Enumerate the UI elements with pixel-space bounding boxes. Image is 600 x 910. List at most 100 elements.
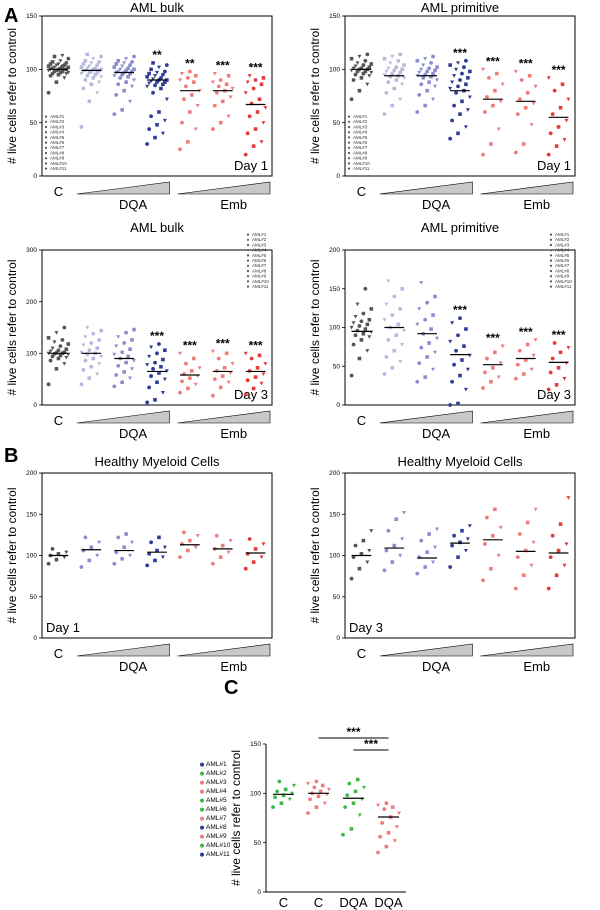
data-point	[58, 70, 63, 75]
data-point	[343, 805, 347, 810]
data-point	[91, 331, 96, 336]
data-point	[247, 74, 252, 78]
data-point	[257, 97, 262, 101]
data-point	[357, 813, 362, 818]
legend-label: AML#9	[252, 274, 267, 279]
data-point	[382, 568, 387, 573]
data-point	[124, 532, 128, 536]
data-point	[435, 336, 439, 341]
data-point	[483, 110, 487, 114]
legend-label: AML#4	[353, 130, 368, 135]
y-tick-label: 200	[26, 470, 37, 477]
data-point	[58, 344, 63, 348]
data-point	[287, 797, 292, 802]
data-point	[558, 105, 563, 110]
legend-marker	[200, 816, 204, 821]
data-point	[124, 57, 129, 61]
data-point	[384, 90, 389, 95]
data-point	[87, 376, 92, 380]
y-tick-label: 100	[329, 67, 340, 74]
data-point	[159, 75, 163, 80]
data-point	[493, 88, 497, 93]
data-point	[485, 515, 489, 520]
category-label: C	[54, 646, 63, 661]
data-point	[390, 313, 395, 317]
data-point	[369, 307, 374, 311]
data-point	[147, 71, 151, 76]
data-point	[48, 62, 53, 66]
data-point	[54, 557, 59, 562]
data-point	[118, 67, 123, 72]
data-point	[548, 131, 553, 136]
data-point	[533, 84, 538, 89]
legend-label: AML#11	[252, 284, 269, 289]
legend-marker	[347, 151, 351, 155]
data-point	[384, 302, 389, 307]
data-point	[397, 811, 401, 816]
legend-label: AML#10	[50, 161, 67, 166]
legend-marker	[246, 264, 250, 267]
data-point	[500, 82, 505, 87]
data-point	[450, 118, 455, 123]
data-point	[163, 348, 167, 353]
data-point	[481, 386, 485, 390]
legend-label: AML#1	[50, 114, 65, 119]
data-point	[341, 832, 345, 837]
legend-marker	[246, 285, 250, 288]
data-point	[95, 553, 100, 558]
data-point	[87, 99, 92, 104]
data-point	[130, 540, 135, 545]
data-point	[62, 325, 67, 330]
data-point	[271, 805, 275, 810]
chart-title: AML primitive	[421, 0, 499, 15]
data-point	[224, 82, 229, 87]
data-point	[247, 114, 252, 119]
dose-wedge-dqa	[76, 643, 170, 657]
data-point	[365, 322, 370, 327]
significance-label: ***	[519, 56, 533, 70]
data-point	[99, 67, 103, 72]
data-point	[384, 548, 389, 553]
y-tick-label: 0	[336, 402, 340, 409]
data-point	[308, 797, 312, 802]
legend-marker	[347, 125, 351, 129]
legend-label: AML#11	[353, 166, 370, 171]
data-point	[400, 286, 404, 291]
legend-label: AML#3	[50, 124, 65, 129]
data-point	[243, 91, 248, 95]
data-point	[210, 80, 215, 85]
data-point	[496, 127, 501, 132]
data-point	[367, 548, 372, 553]
data-point	[147, 127, 152, 131]
data-point	[214, 533, 219, 538]
data-point	[367, 65, 372, 69]
data-point	[429, 75, 433, 79]
data-point	[392, 86, 397, 91]
data-point	[546, 76, 551, 80]
data-point	[456, 333, 460, 338]
data-point	[79, 72, 84, 76]
data-point	[425, 550, 429, 554]
data-point	[463, 125, 468, 129]
data-point	[122, 341, 127, 345]
data-point	[396, 322, 401, 327]
data-point	[210, 127, 215, 131]
data-point	[363, 327, 368, 331]
data-point	[525, 91, 530, 95]
category-label: Emb	[220, 197, 247, 212]
data-point	[91, 57, 96, 61]
legend-label: AML#2	[555, 237, 570, 242]
data-point	[448, 565, 453, 569]
legend-marker	[246, 275, 250, 278]
data-point	[190, 369, 194, 373]
data-point	[83, 78, 88, 82]
data-point	[500, 344, 505, 349]
data-point	[85, 66, 90, 71]
data-point	[56, 72, 61, 77]
y-tick-label: 200	[26, 299, 37, 306]
data-point	[481, 578, 485, 583]
data-point	[130, 84, 135, 89]
data-point	[60, 69, 65, 74]
data-point	[182, 97, 186, 102]
data-point	[147, 354, 152, 359]
